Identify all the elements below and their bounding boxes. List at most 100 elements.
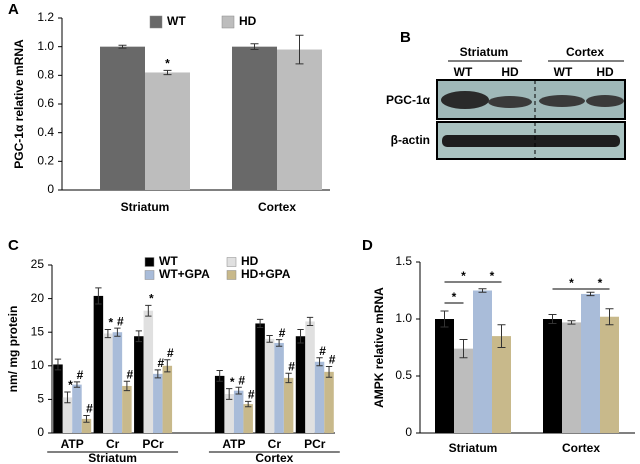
annotation: # <box>329 353 336 367</box>
group-label: Striatum <box>88 451 137 464</box>
bar <box>81 418 92 433</box>
x-tick-label: Cortex <box>562 441 600 455</box>
bar <box>122 385 132 433</box>
annotation: * <box>230 375 235 389</box>
x-tick-label: Cortex <box>258 200 296 214</box>
x-tick-label: ATP <box>222 437 245 451</box>
error-bar <box>478 288 487 293</box>
legend-label: HD+GPA <box>241 267 291 281</box>
bar <box>143 310 154 433</box>
y-tick-label: 10 <box>31 358 45 372</box>
legend-swatch <box>226 257 237 267</box>
error-bar <box>104 329 112 339</box>
bar <box>62 397 73 433</box>
region-label: Cortex <box>566 45 604 59</box>
y-tick-label: 0.5 <box>395 368 412 382</box>
annotation: # <box>127 367 134 381</box>
x-tick-label: ATP <box>61 437 84 451</box>
band <box>442 135 620 147</box>
lane-label: HD <box>596 65 614 79</box>
x-tick-label: Cr <box>106 437 120 451</box>
bar <box>473 290 492 433</box>
error-bar <box>250 43 259 51</box>
x-tick-label: Striatum <box>121 200 170 214</box>
error-bar <box>285 372 292 384</box>
annotation: # <box>86 402 93 416</box>
band <box>586 95 624 107</box>
y-tick-label: 20 <box>31 291 45 305</box>
error-bar <box>163 69 172 76</box>
x-tick-label: Striatum <box>449 441 498 455</box>
bar <box>600 316 619 433</box>
error-bar <box>54 358 62 371</box>
y-tick-label: 5 <box>37 392 44 406</box>
legend-label: WT <box>159 254 178 268</box>
error-bar <box>459 339 468 359</box>
annotation: # <box>238 373 245 387</box>
bar <box>243 404 253 433</box>
error-bar <box>245 400 252 408</box>
bar <box>581 293 600 433</box>
error-bar <box>306 316 314 326</box>
y-axis-label: nm/ mg protein <box>6 306 20 393</box>
y-tick-label: 1.0 <box>395 311 412 325</box>
bar <box>93 295 104 433</box>
y-tick-label: 0 <box>405 425 412 439</box>
y-tick-label: 1.0 <box>37 39 54 53</box>
annotation: * <box>165 56 170 70</box>
error-bar <box>440 310 449 328</box>
row-label: β-actin <box>391 133 430 147</box>
bar <box>274 342 284 433</box>
legend-label: WT+GPA <box>159 267 210 281</box>
error-bar <box>154 369 161 379</box>
error-bar <box>497 324 506 348</box>
band <box>441 91 489 109</box>
error-bar <box>297 329 304 344</box>
y-tick-label: 1.5 <box>395 254 412 268</box>
bar <box>100 46 145 190</box>
band <box>488 96 532 108</box>
blot: B Striatum Cortex WT HD WT HD PGC-1α β-a… <box>386 29 626 160</box>
bar <box>255 323 265 433</box>
bar <box>72 384 82 433</box>
y-axis-label: AMPK relative mRNA <box>372 287 386 408</box>
sig-star: * <box>598 276 603 290</box>
error-bar <box>216 370 223 382</box>
error-bar <box>73 381 81 388</box>
error-bar <box>235 386 242 395</box>
row-label: PGC-1α <box>386 93 431 107</box>
y-tick-label: 15 <box>31 324 45 338</box>
bar <box>103 333 113 433</box>
error-bar <box>316 357 323 367</box>
error-bar <box>118 44 127 49</box>
bar <box>214 375 225 433</box>
annotation: * <box>68 378 73 392</box>
panel-letter: A <box>8 1 19 18</box>
bar <box>162 365 173 433</box>
y-axis-label: PGC-1α relative mRNA <box>12 39 26 169</box>
bar <box>435 319 454 433</box>
annotation: # <box>279 326 286 340</box>
y-tick-label: 0.8 <box>37 68 54 82</box>
error-bar <box>605 308 614 326</box>
annotation: # <box>167 346 174 360</box>
error-bar <box>64 391 71 404</box>
error-bar <box>123 380 131 392</box>
y-tick-label: 0 <box>37 425 44 439</box>
bar <box>324 371 334 433</box>
bar <box>454 348 473 433</box>
sig-star: * <box>569 276 574 290</box>
error-bar <box>226 388 233 400</box>
group-label: Cortex <box>255 451 293 464</box>
sig-star: * <box>452 290 457 304</box>
error-bar <box>295 34 304 65</box>
lane-label: WT <box>554 65 573 79</box>
region-label: Striatum <box>460 45 509 59</box>
x-tick-label: Cr <box>268 437 282 451</box>
y-tick-label: 0.2 <box>37 154 54 168</box>
annotation: # <box>248 388 255 402</box>
legend-swatch <box>144 270 155 280</box>
sig-star: * <box>461 269 466 283</box>
panel-letter: D <box>362 237 373 254</box>
x-tick-label: PCr <box>304 437 326 451</box>
